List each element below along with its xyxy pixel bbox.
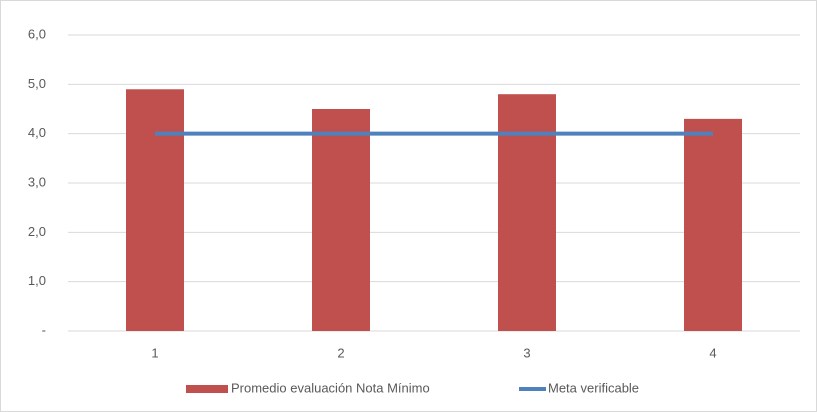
y-tick-label: 5,0: [28, 76, 46, 91]
bar: [312, 109, 370, 331]
bar: [126, 89, 184, 332]
x-tick-label: 3: [523, 345, 530, 360]
legend-swatch: [186, 385, 228, 393]
legend-label: Meta verificable: [548, 380, 639, 395]
x-tick-label: 1: [151, 345, 158, 360]
y-tick-label: 1,0: [28, 273, 46, 288]
y-tick-label: -: [42, 322, 46, 337]
y-tick-label: 3,0: [28, 174, 46, 189]
legend-label: Promedio evaluación Nota Mínimo: [231, 380, 430, 395]
bar: [498, 94, 556, 331]
x-tick-label: 4: [709, 345, 716, 360]
y-tick-label: 4,0: [28, 125, 46, 140]
y-tick-label: 2,0: [28, 224, 46, 239]
y-tick-label: 6,0: [28, 26, 46, 41]
bar: [684, 118, 742, 331]
x-tick-label: 2: [337, 345, 344, 360]
